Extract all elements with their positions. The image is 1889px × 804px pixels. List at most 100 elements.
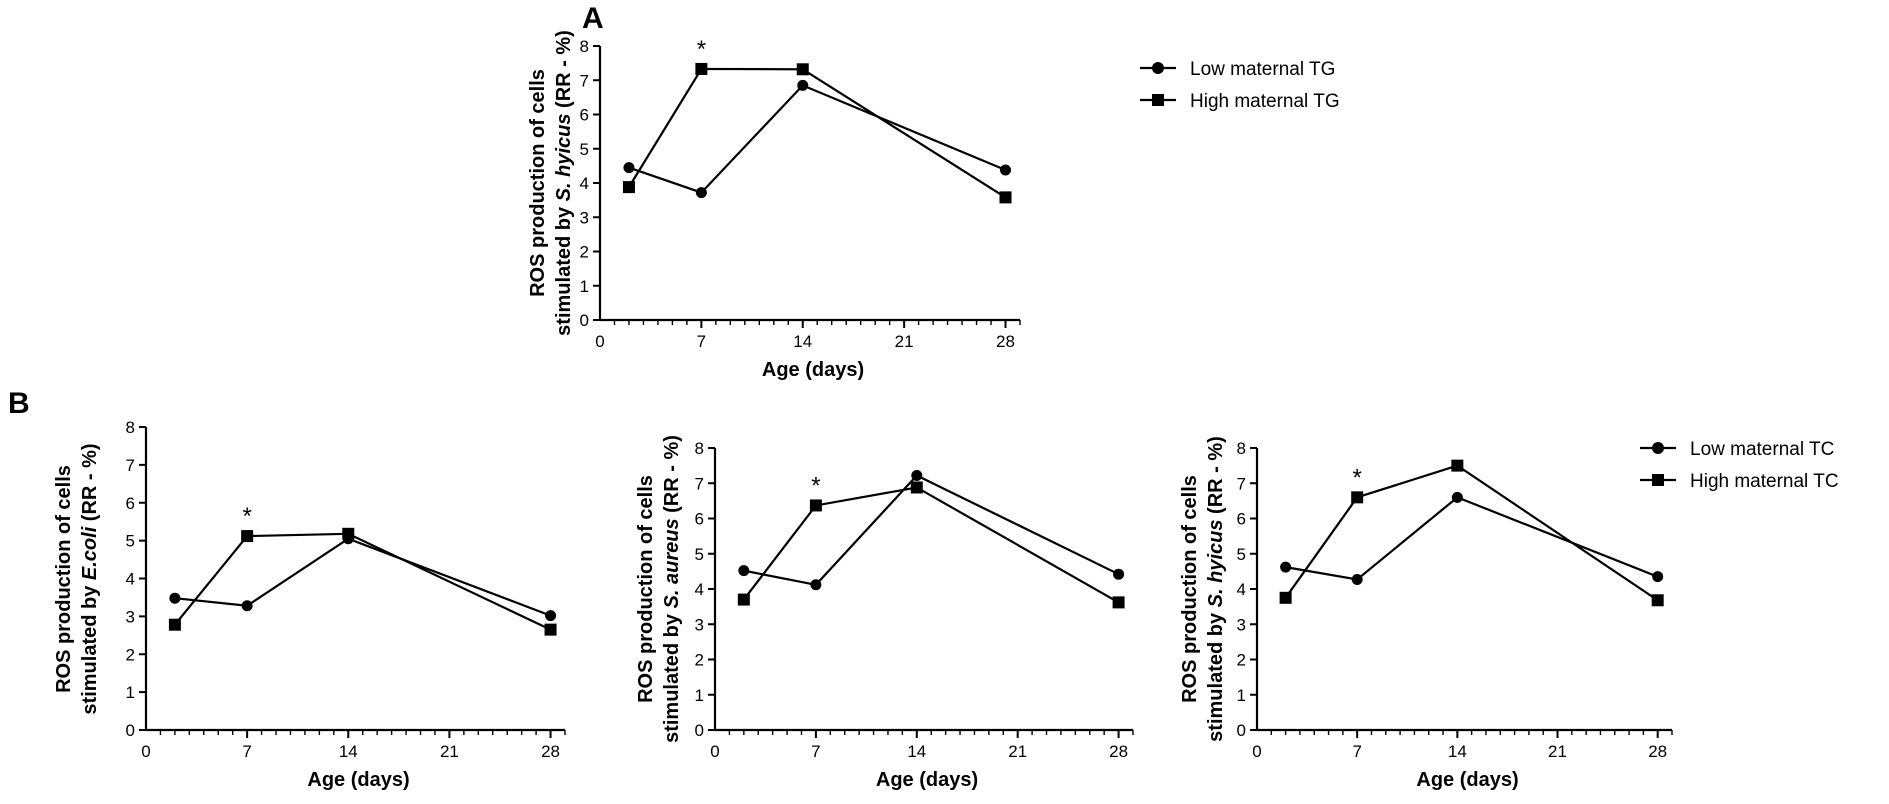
y-axis-label-prefix: stimulated by xyxy=(1205,607,1227,741)
x-tick-label: 0 xyxy=(595,332,604,351)
y-tick-label: 8 xyxy=(695,439,704,458)
legend-high-tc-marker xyxy=(1652,474,1664,486)
data-point-low xyxy=(1652,571,1664,583)
chart-b-shyicus: 0 1 2 3 4 5 6 7 8 0 7 14 21 28 Age (days) ROS productio… xyxy=(1179,436,1673,791)
y-tick-label: 0 xyxy=(580,311,589,330)
y-tick-label: 1 xyxy=(695,686,704,705)
y-tick-label: 0 xyxy=(126,721,135,740)
x-tick-label: 21 xyxy=(895,332,914,351)
x-tick-label: 28 xyxy=(996,332,1015,351)
y-tick-label: 5 xyxy=(126,532,135,551)
legend-low-tg-marker xyxy=(1152,62,1164,74)
y-axis-label-organism: S. hyicus xyxy=(1205,520,1227,608)
x-tick-label: 21 xyxy=(1008,742,1027,761)
x-tick-label: 7 xyxy=(697,332,706,351)
y-axis-label-line2: stimulated by S. hyicus (RR - %) xyxy=(1205,436,1227,742)
y-tick-label: 1 xyxy=(580,277,589,296)
y-tick-label: 6 xyxy=(1237,510,1246,529)
series-line-high xyxy=(742,486,1120,604)
x-tick-label: 7 xyxy=(242,742,251,761)
y-tick-label: 1 xyxy=(126,683,135,702)
x-axis-label: Age (days) xyxy=(876,769,978,791)
legend-high-tg-label: High maternal TG xyxy=(1190,91,1340,112)
y-axis-label: ROS production of cells stimulated by S. … xyxy=(1179,436,1227,742)
y-axis-label-organism: S. aureus xyxy=(661,518,683,608)
data-point-low xyxy=(1280,561,1292,573)
series-line-low xyxy=(174,537,551,617)
y-tick-label: 0 xyxy=(1237,721,1246,740)
y-axis-label-suffix: (RR - %) xyxy=(1205,436,1227,519)
y-tick-label: 3 xyxy=(1237,615,1246,634)
series-line-low xyxy=(1285,496,1659,581)
data-point-high xyxy=(1112,596,1125,609)
data-point-high xyxy=(1451,459,1464,472)
legend-tc: Low maternal TC High maternal TC xyxy=(1640,439,1839,492)
y-tick-label: 4 xyxy=(1237,580,1246,599)
chart-b-saureus: 0 1 2 3 4 5 6 7 8 0 7 14 21 28 Age (days) ROS productio… xyxy=(635,435,1134,791)
series-line-low xyxy=(743,474,1120,586)
y-axis-label-line1: ROS production of cells xyxy=(53,465,75,693)
y-axis-label-prefix: stimulated by xyxy=(553,201,575,335)
y-tick-label: 6 xyxy=(695,510,704,529)
y-axis-label-organism: E.coli xyxy=(79,526,101,580)
y-axis-label-line2: stimulated by E.coli (RR - %) xyxy=(79,443,101,714)
x-tick-label: 14 xyxy=(1448,742,1467,761)
data-point-high xyxy=(1279,591,1292,604)
y-axis-label-line2: stimulated by S. hyicus (RR - %) xyxy=(553,30,575,336)
x-tick-label: 28 xyxy=(1648,742,1667,761)
x-axis-label: Age (days) xyxy=(762,359,864,381)
data-point-high xyxy=(809,499,822,512)
data-point-high xyxy=(1351,491,1364,504)
data-point-high xyxy=(342,527,355,540)
y-axis-label-line1: ROS production of cells xyxy=(1179,475,1201,703)
y-tick-label: 3 xyxy=(695,615,704,634)
x-tick-label: 0 xyxy=(710,742,719,761)
data-point-low xyxy=(797,79,809,91)
data-point-low xyxy=(1351,573,1363,585)
x-tick-label: 7 xyxy=(1352,742,1361,761)
x-tick-label: 7 xyxy=(811,742,820,761)
y-tick-label: 6 xyxy=(580,106,589,125)
legend-high-tc-label: High maternal TC xyxy=(1690,471,1839,492)
series-line-high xyxy=(174,532,552,631)
data-point-low xyxy=(911,469,923,481)
data-point-high xyxy=(544,623,557,636)
y-axis-label: ROS production of cells stimulated by E.c… xyxy=(53,443,101,714)
x-tick-label: 28 xyxy=(1109,742,1128,761)
legend-tg: Low maternal TG High maternal TG xyxy=(1140,59,1340,112)
x-tick-label: 21 xyxy=(440,742,459,761)
y-tick-label: 6 xyxy=(126,494,135,513)
y-tick-label: 1 xyxy=(1237,686,1246,705)
data-point-low xyxy=(1000,164,1012,176)
series-line-high xyxy=(628,67,1007,199)
data-point-low xyxy=(810,579,822,591)
x-tick-label: 14 xyxy=(793,332,812,351)
data-point-high xyxy=(910,481,923,494)
y-tick-label: 4 xyxy=(126,570,135,589)
y-tick-label: 8 xyxy=(126,418,135,437)
legend-low-tc-label: Low maternal TC xyxy=(1690,439,1834,460)
y-tick-label: 5 xyxy=(1237,545,1246,564)
y-tick-label: 8 xyxy=(1237,439,1246,458)
y-axis-label: ROS production of cells stimulated by S. … xyxy=(635,435,683,743)
x-axis-label: Age (days) xyxy=(307,769,409,791)
x-axis-label: Age (days) xyxy=(1416,769,1518,791)
panel-label-b: B xyxy=(8,387,30,420)
significance-star: * xyxy=(811,472,820,499)
y-axis-label: ROS production of cells stimulated by S. … xyxy=(527,30,575,336)
chart-a: 0 1 2 3 4 5 6 7 8 0 7 14 21 28 Age (days) ROS productio… xyxy=(527,30,1021,381)
y-axis-label-prefix: stimulated by xyxy=(661,608,683,742)
significance-star: * xyxy=(1353,464,1362,491)
y-axis-label-organism: S. hyicus xyxy=(553,114,575,202)
x-tick-label: 0 xyxy=(1252,742,1261,761)
significance-star: * xyxy=(697,36,706,63)
data-point-low xyxy=(738,565,750,577)
y-axis-label-suffix: (RR - %) xyxy=(79,443,101,526)
legend-low-tg-label: Low maternal TG xyxy=(1190,59,1335,80)
y-tick-label: 7 xyxy=(126,456,135,475)
data-point-high xyxy=(796,63,809,76)
data-point-low xyxy=(545,610,557,622)
data-point-low xyxy=(695,187,707,199)
data-point-low xyxy=(1451,491,1463,503)
panel-label-a: A xyxy=(582,2,604,35)
